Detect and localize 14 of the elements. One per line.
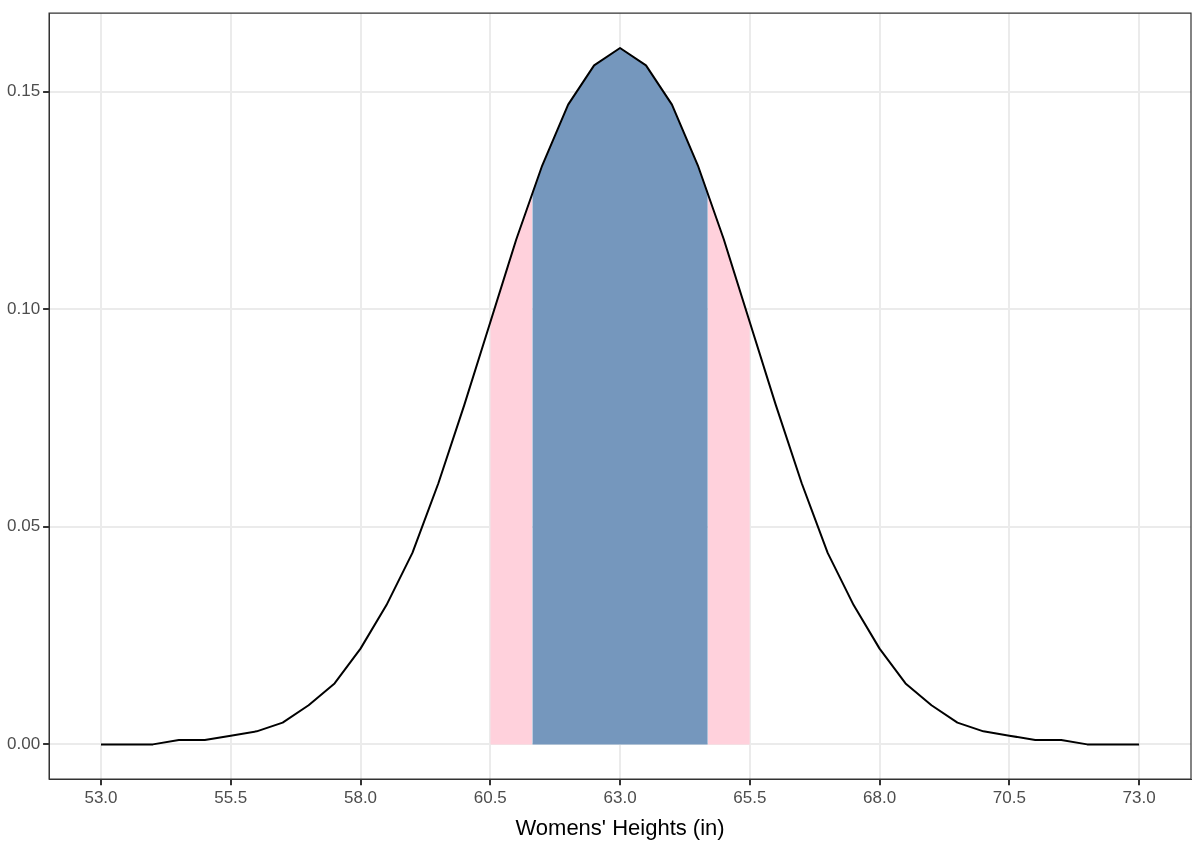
x-tick-label: 68.0 <box>863 788 897 808</box>
y-tick-label: 0.15 <box>6 81 41 101</box>
y-tick-label: 0.00 <box>6 734 41 754</box>
x-tick-label: 53.0 <box>84 788 118 808</box>
x-tick-label: 70.5 <box>992 788 1026 808</box>
x-tick-label: 55.5 <box>214 788 248 808</box>
y-tick-label: 0.10 <box>6 298 41 318</box>
x-tick-label: 63.0 <box>603 788 637 808</box>
x-tick-label: 60.5 <box>473 788 507 808</box>
x-tick-label: 73.0 <box>1122 788 1156 808</box>
y-tick-label: 0.05 <box>6 516 41 536</box>
x-axis-title: Womens' Heights (in) <box>515 814 725 840</box>
x-tick-label: 58.0 <box>343 788 378 808</box>
x-tick-label: 65.5 <box>733 788 767 808</box>
